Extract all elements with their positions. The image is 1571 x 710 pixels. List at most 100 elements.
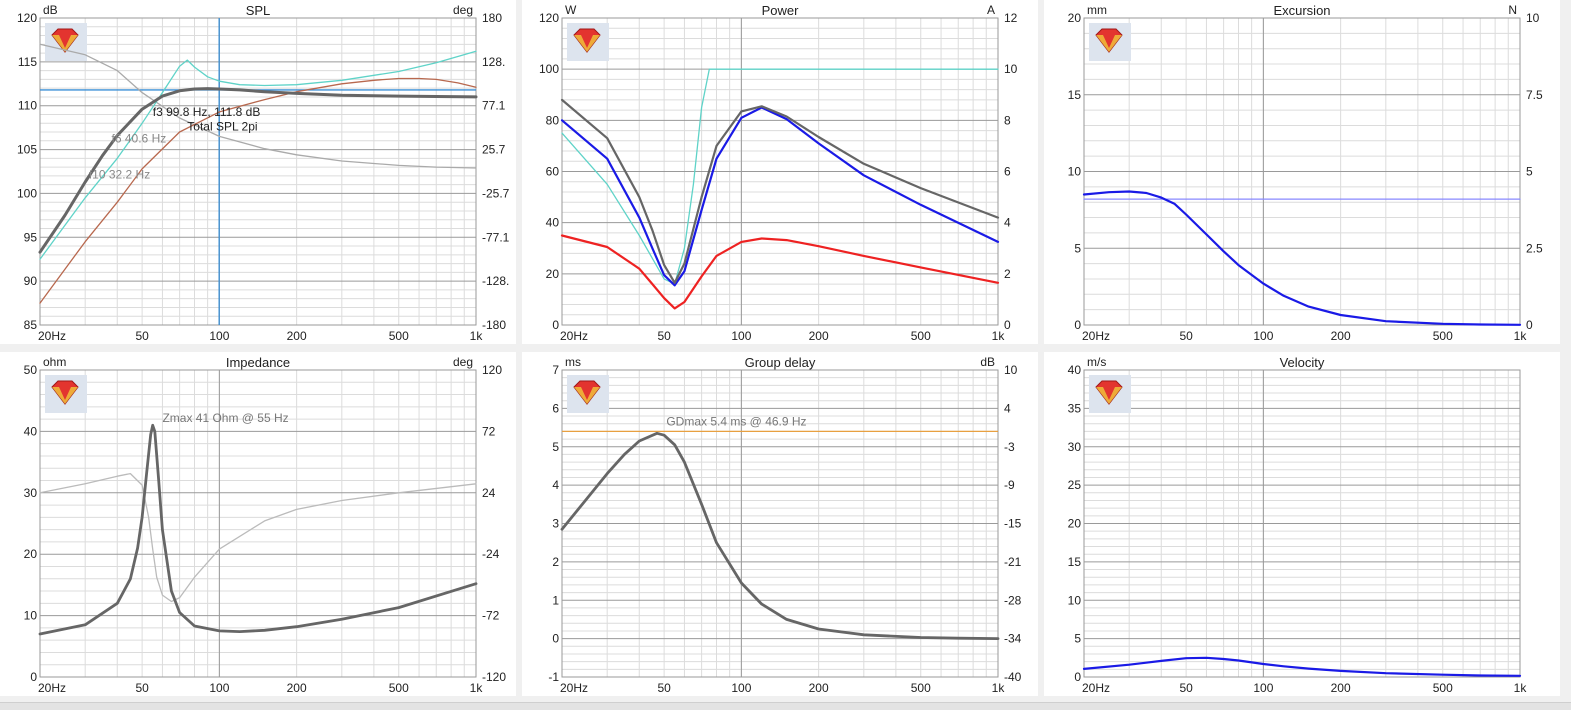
series-line-0 [39,43,477,169]
y-tick-label: 0 [1074,318,1081,332]
y2-tick-label: -180 [482,318,506,332]
y-tick-label: 5 [552,440,559,454]
y-tick-label: 10 [1068,593,1082,607]
y-tick-label: 25 [1068,478,1082,492]
x-tick-label: 20Hz [1082,681,1110,695]
y-tick-label: 20 [24,547,38,561]
x-tick-label: 50 [1179,681,1193,695]
chart-title: SPL [246,3,271,18]
y-tick-label: 120 [539,11,559,25]
velocity-chart-panel: Velocity m/s 0 5 10 15 20 25 30 35 40 20Hz 50 100 200 5… [1044,352,1560,696]
y2-tick-label: 128. [482,55,505,69]
y-tick-label: -1 [548,670,559,684]
x-tick-label: 50 [135,681,149,695]
minor-grid [40,18,476,325]
impedance-chart: Zmax 41 Ohm @ 55 Hz Impedance ohm deg 0 10 20 3… [24,355,507,695]
x-tick-label: 200 [287,681,307,695]
y2-tick-label: 120 [482,363,502,377]
series-group [1082,656,1522,677]
x-tick-label: 50 [1179,329,1193,343]
y-unit-label: mm [1087,3,1107,17]
y-tick-label: 0 [552,632,559,646]
y-tick-label: 3 [552,517,559,531]
y-tick-label: 40 [24,424,38,438]
series-line-3 [38,87,478,254]
y-tick-label: 105 [17,143,37,157]
y-tick-label: 100 [539,62,559,76]
series-line-1 [38,423,478,636]
x-tick-label: 100 [1253,329,1273,343]
major-grid [1083,369,1521,678]
y-unit-label: ohm [43,355,66,369]
y2-tick-label: 7.5 [1526,88,1543,102]
gem-logo-icon [1089,375,1131,413]
x-tick-label: 200 [809,329,829,343]
annotation-3: f10 32.2 Hz [89,168,150,182]
y2-tick-label: 2.5 [1526,241,1543,255]
annotation-0: GDmax 5.4 ms @ 46.9 Hz [666,415,806,429]
y-tick-label: 2 [552,555,559,569]
x-tick-label: 1k [1514,681,1528,695]
x-tick-label: 500 [911,681,931,695]
y2-tick-label: 10 [1004,62,1018,76]
y-tick-label: 80 [546,113,560,127]
gem-logo-icon [45,375,87,413]
x-tick-label: 1k [470,329,484,343]
y2-tick-label: -40 [1004,670,1022,684]
y2-tick-label: -77.1 [482,230,510,244]
series-line-0 [39,472,477,603]
y2-tick-label: 180 [482,11,502,25]
y2-tick-label: -28 [1004,593,1022,607]
y2-tick-label: 72 [482,424,496,438]
gem-logo-icon [567,23,609,61]
spl-chart-panel: f3 99.8 Hz, 111.8 dB Total SPL 2pi f6 40.6… [0,0,516,344]
y-tick-label: 5 [1074,632,1081,646]
y2-tick-label: 4 [1004,401,1011,415]
y2-tick-label: 2 [1004,267,1011,281]
status-strip [0,702,1571,710]
y-tick-label: 95 [24,230,38,244]
x-tick-label: 500 [389,681,409,695]
y2-tick-label: 4 [1004,216,1011,230]
x-tick-label: 100 [209,681,229,695]
y-tick-label: 20 [546,267,560,281]
x-tick-label: 100 [209,329,229,343]
impedance-chart-panel: Zmax 41 Ohm @ 55 Hz Impedance ohm deg 0 10 20 3… [0,352,516,696]
major-grid [39,369,477,678]
x-tick-label: 20Hz [1082,329,1110,343]
y2-tick-label: 24 [482,486,496,500]
y-tick-label: 20 [1068,517,1082,531]
y-tick-label: 100 [17,186,37,200]
x-tick-label: 500 [1433,681,1453,695]
major-grid [1083,17,1521,326]
annotation-0: f3 99.8 Hz, 111.8 dB [153,105,261,119]
x-tick-label: 20Hz [38,329,66,343]
y2-tick-label: -9 [1004,478,1015,492]
y2-unit-label: deg [453,3,473,17]
y-tick-label: 10 [24,609,38,623]
y-unit-label: W [565,3,577,17]
y2-tick-label: -128. [482,274,509,288]
series-line-3 [560,98,1000,284]
y2-tick-label: -21 [1004,555,1022,569]
y-unit-label: dB [43,3,58,17]
y-tick-label: 60 [546,165,560,179]
gem-logo-icon [1089,23,1131,61]
y2-tick-label: 12 [1004,11,1018,25]
gem-logo-icon [567,375,609,413]
y-unit-label: ms [565,355,581,369]
series-group [38,423,478,636]
x-tick-label: 200 [809,681,829,695]
y-tick-label: 40 [1068,363,1082,377]
series-line-1 [1082,190,1522,326]
chart-title: Excursion [1273,3,1330,18]
series-line-1 [39,50,477,260]
y2-tick-label: -120 [482,670,506,684]
x-tick-label: 200 [287,329,307,343]
x-tick-label: 50 [657,329,671,343]
x-tick-label: 20Hz [560,329,588,343]
groupdelay-chart: GDmax 5.4 ms @ 46.9 Hz Group delay ms dB -1 0… [548,355,1022,695]
x-tick-label: 200 [1331,329,1351,343]
